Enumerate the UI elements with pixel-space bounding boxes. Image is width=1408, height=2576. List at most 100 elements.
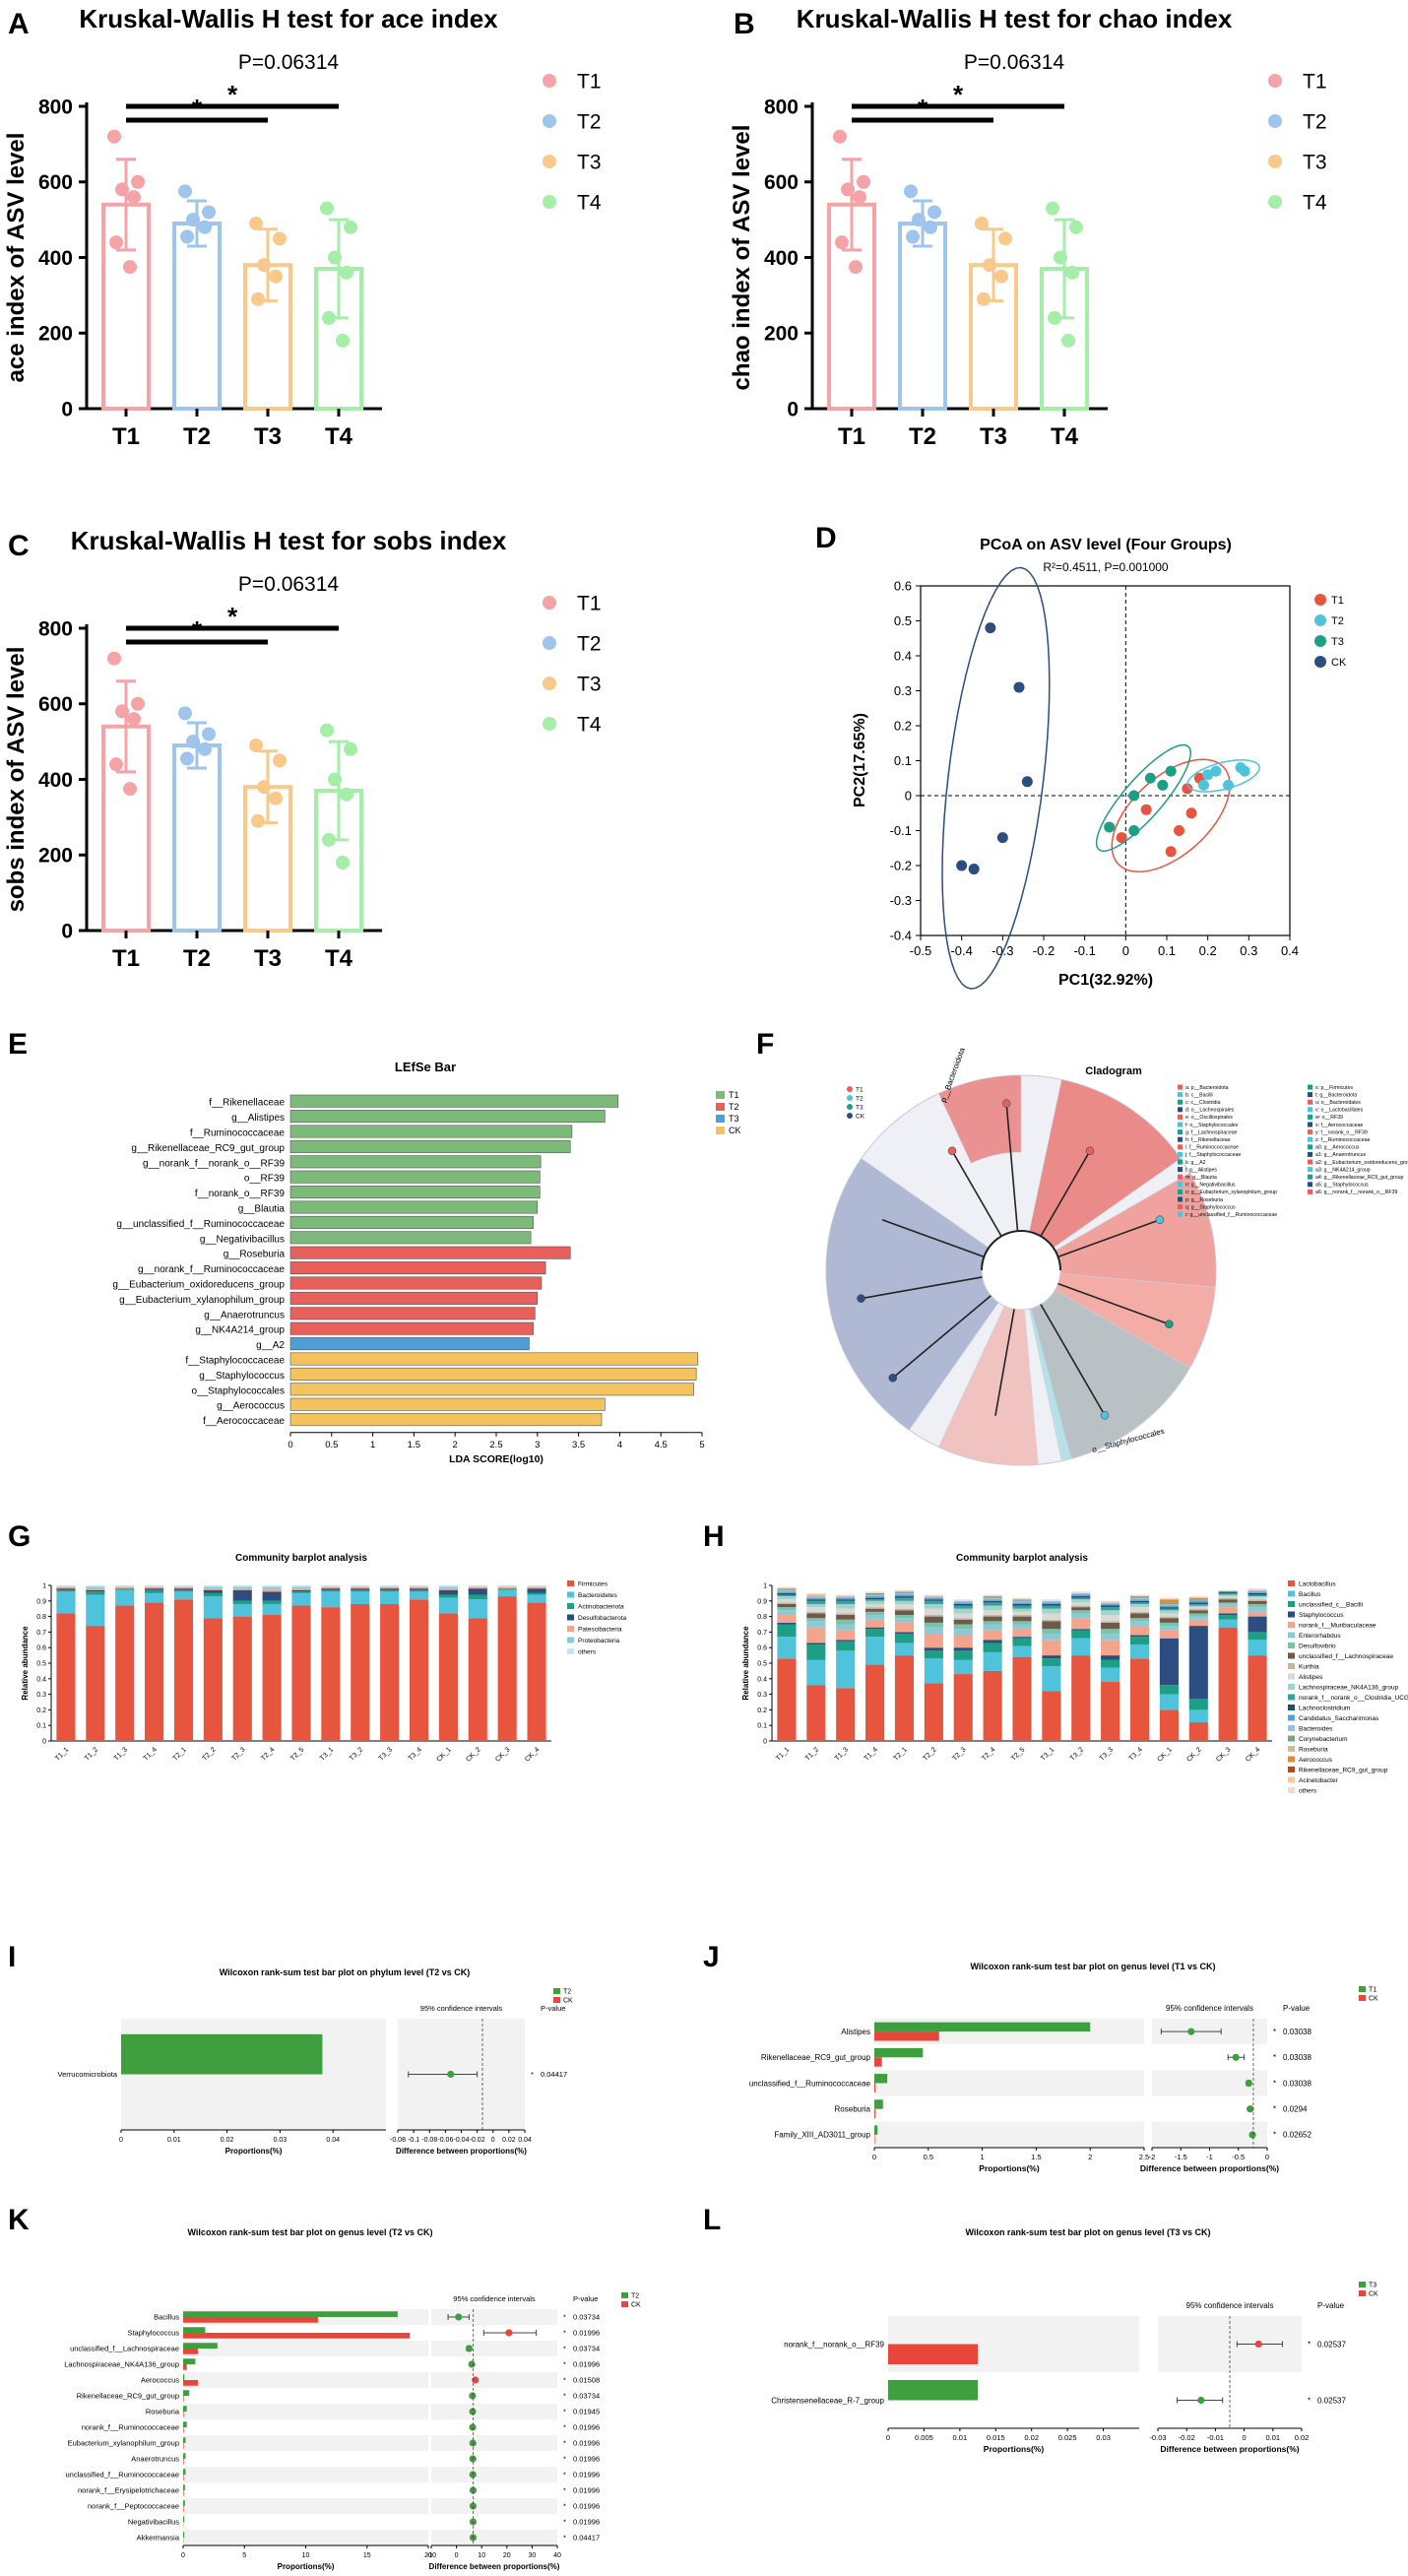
panel-l-legend-label: CK xyxy=(1369,2290,1378,2297)
panel-g-stack-segment xyxy=(203,1589,223,1593)
panel-g-stack-segment xyxy=(203,1618,223,1741)
panel-k-sig-mark: * xyxy=(563,2534,566,2543)
panel-g-stack-segment xyxy=(527,1585,546,1587)
panel-h-stack-segment xyxy=(865,1615,885,1620)
panel-k-left-xtick-label: 20 xyxy=(424,2552,432,2559)
panel-j-bar-t1 xyxy=(874,2099,883,2109)
panel-f-branch xyxy=(994,1309,1015,1416)
panel-g-stack-segment xyxy=(173,1599,194,1741)
panel-f-key-entry: r: g__unclassified_f__Ruminococcaceae xyxy=(1185,1212,1277,1218)
panel-k-bar-t2 xyxy=(183,2516,185,2522)
panel-h-stack-segment xyxy=(924,1683,943,1741)
panel-h-stack-segment xyxy=(1218,1619,1238,1628)
panel-l-left-xtick-label: 0.005 xyxy=(915,2433,933,2442)
panel-h-stack-segment xyxy=(1159,1608,1179,1611)
panel-g-xtick-label: T2_3 xyxy=(230,1746,246,1762)
panel-l-right-xtick-label: 0.02 xyxy=(1295,2433,1310,2442)
panel-h-stack-segment xyxy=(836,1615,856,1620)
panel-c-point-t4 xyxy=(328,772,342,787)
panel-k-bar-t2 xyxy=(183,2343,218,2349)
panel-h-xtick-label: T2_4 xyxy=(981,1746,996,1762)
panel-d-subtitle: R²=0.4511, P=0.001000 xyxy=(1043,560,1169,574)
panel-k-bar-t2 xyxy=(183,2421,187,2427)
panel-g-stack-segment xyxy=(115,1588,135,1590)
panel-k-bar-t2 xyxy=(183,2358,196,2364)
panel-h-legend-swatch xyxy=(1288,1590,1295,1597)
panel-k-bar-t2 xyxy=(183,2500,185,2506)
panel-f-key-entry: e: o__Oscillospirales xyxy=(1185,1115,1233,1121)
panel-k-right-xtick-label: 30 xyxy=(529,2552,537,2559)
panel-l-right-xtick-label: 0.01 xyxy=(1265,2433,1280,2442)
panel-f-branch xyxy=(892,1295,992,1379)
panel-k-diff-point xyxy=(469,2392,477,2400)
panel-k-bar-ck xyxy=(183,2490,184,2496)
panel-g-stack-segment xyxy=(86,1586,105,1589)
panel-l-xlabel-left: Proportions(%) xyxy=(984,2444,1045,2454)
panel-h-stack-segment xyxy=(1071,1618,1091,1630)
panel-k-pvalue: 0.04417 xyxy=(573,2534,600,2543)
panel-h-stack-segment xyxy=(983,1651,1002,1671)
panel-f-legend-swatch-t3 xyxy=(847,1104,853,1110)
panel-h-legend-swatch xyxy=(1288,1694,1295,1701)
panel-h-legend-swatch xyxy=(1288,1767,1295,1772)
panel-k-row-bg xyxy=(183,2451,428,2467)
panel-f-root-arc xyxy=(981,1230,1061,1271)
panel-h-stack-segment xyxy=(1042,1602,1061,1604)
panel-h-stack-segment xyxy=(865,1608,885,1612)
panel-h-stack-segment xyxy=(1071,1591,1091,1593)
panel-h-stack-segment xyxy=(865,1599,885,1601)
panel-k-sig-mark: * xyxy=(563,2313,566,2322)
panel-k-pvalue: 0.01996 xyxy=(573,2455,600,2464)
panel-h-stack-segment xyxy=(1248,1589,1267,1592)
panel-k-xlabel-right: Difference between proportions(%) xyxy=(429,2562,560,2571)
panel-f-key-entry: s: p__Firmicutes xyxy=(1315,1085,1353,1091)
panel-g-xtick-label: T1_3 xyxy=(113,1746,129,1762)
panel-k-row-bg-right xyxy=(431,2404,557,2419)
panel-g-stack-segment xyxy=(497,1585,517,1587)
panel-f-sector-t1-staph xyxy=(937,1074,1022,1164)
panel-k-row-bg-right xyxy=(431,2467,557,2482)
panel-k-legend-label: CK xyxy=(631,2301,641,2308)
panel-h-legend-swatch xyxy=(1288,1714,1295,1721)
panel-c-bar-t2 xyxy=(172,742,222,934)
panel-a-xtick-label: T4 xyxy=(325,423,353,450)
panel-h-stack-segment xyxy=(1042,1621,1061,1630)
panel-h-stack-segment xyxy=(1012,1615,1032,1617)
panel-j-category-label: Rikenellaceae_RC9_gut_group xyxy=(761,2053,871,2062)
panel-g-stack-segment xyxy=(468,1599,487,1619)
panel-h-stack-segment xyxy=(1129,1613,1150,1619)
panel-h-stack-segment xyxy=(953,1600,973,1603)
panel-g-stack-segment xyxy=(291,1605,311,1741)
panel-h-stack-segment xyxy=(983,1597,1002,1600)
panel-f-key-entry: z: f__Ruminococcaceae xyxy=(1315,1137,1370,1143)
panel-d-point-ck xyxy=(956,860,968,871)
panel-h-stack-segment xyxy=(953,1624,973,1630)
panel-e-xtick-label: 3.5 xyxy=(572,1440,585,1450)
panel-d-xtick-label: -0.1 xyxy=(1073,943,1095,958)
panel-e-bar xyxy=(289,1155,542,1169)
panel-g-stack-segment xyxy=(497,1586,517,1589)
panel-h-stack-segment xyxy=(953,1602,973,1604)
panel-e-legend-label: CK xyxy=(729,1126,741,1135)
panel-c-ytick-label: 800 xyxy=(38,617,73,640)
panel-l-category-label: norank_f__norank_o__RF39 xyxy=(784,2340,884,2349)
panel-h-stack-segment xyxy=(924,1627,943,1634)
panel-i-ci-title: 95% confidence intervals xyxy=(420,2004,503,2013)
panel-h-stack-segment xyxy=(1042,1658,1061,1667)
panel-b-ytick-label: 800 xyxy=(764,96,799,118)
panel-h-stack-segment xyxy=(894,1642,915,1656)
panel-c-point-t3 xyxy=(251,813,265,828)
panel-h-stack-segment xyxy=(1218,1591,1238,1593)
panel-d-point-t3 xyxy=(1104,821,1116,833)
panel-e-category-label: g__NK4A214_group xyxy=(195,1325,285,1336)
panel-k-legend-swatch-ck xyxy=(621,2301,628,2307)
panel-g-ytick-label: 0 xyxy=(42,1738,46,1745)
panel-g-legend-swatch xyxy=(567,1580,574,1586)
panel-h-stack-segment xyxy=(777,1588,797,1590)
panel-l-right-xtick-label: 0 xyxy=(1243,2433,1247,2442)
panel-h-stack-segment xyxy=(1188,1626,1208,1700)
panel-h-stack-segment xyxy=(983,1600,1002,1603)
panel-g-stack-segment xyxy=(86,1626,105,1741)
panel-h-stack-segment xyxy=(1071,1599,1091,1603)
panel-f-key-swatch xyxy=(1178,1136,1183,1142)
